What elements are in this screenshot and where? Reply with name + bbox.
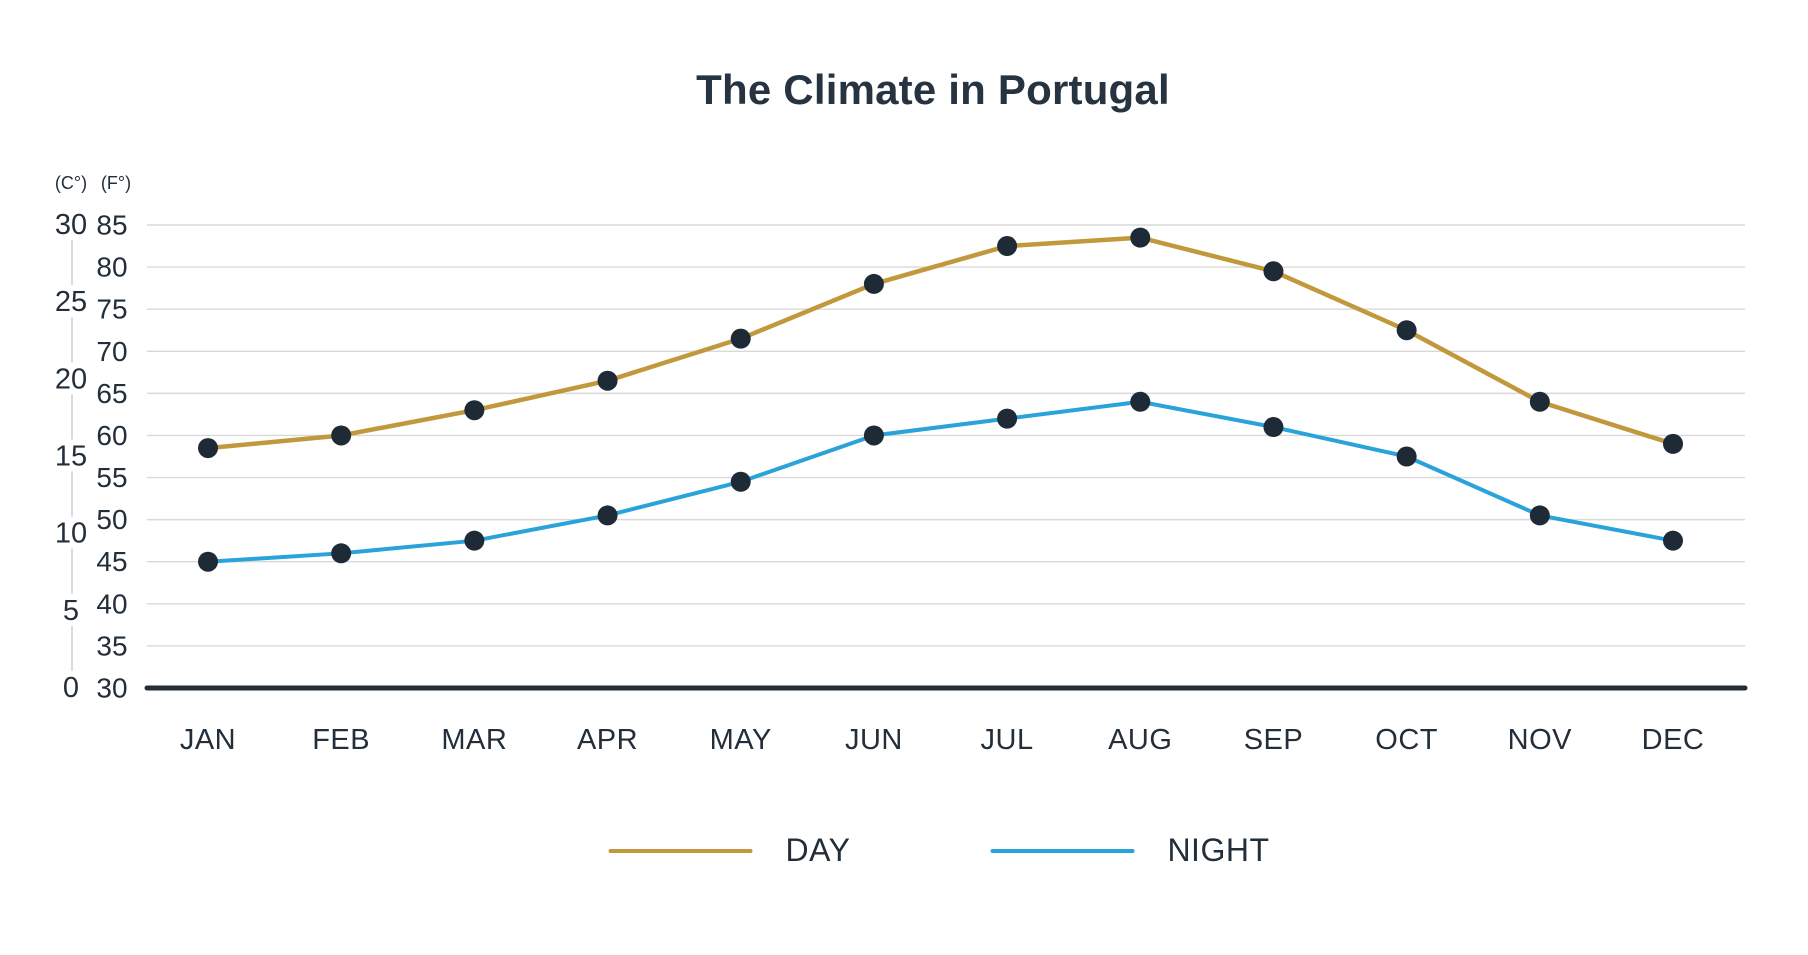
chart-title: The Climate in Portugal: [696, 66, 1170, 113]
night-point-mar: [464, 530, 485, 551]
x-tick-jun: JUN: [845, 724, 903, 756]
legend-item-night: NIGHT: [990, 832, 1269, 869]
night-point-oct: [1396, 446, 1417, 467]
x-tick-dec: DEC: [1642, 724, 1705, 756]
x-tick-sep: SEP: [1244, 724, 1304, 756]
c-axis-tick-0: 0: [63, 672, 79, 704]
day-point-sep: [1263, 261, 1284, 282]
f-axis-tick-85: 85: [96, 210, 127, 241]
x-tick-jan: JAN: [180, 724, 236, 756]
f-axis-tick-60: 60: [96, 420, 127, 451]
day-point-jan: [198, 438, 218, 459]
c-axis-tick-30: 30: [55, 209, 87, 241]
night-point-apr: [597, 505, 618, 526]
day-point-dec: [1663, 433, 1683, 454]
night-point-aug: [1130, 391, 1151, 412]
f-axis-tick-45: 45: [96, 546, 127, 577]
x-tick-mar: MAR: [441, 724, 507, 756]
day-line: [205, 235, 1676, 451]
night-point-may: [730, 471, 751, 492]
celsius-axis-unit-label: (C°): [55, 173, 87, 193]
night-legend-label: NIGHT: [1167, 832, 1270, 868]
c-axis-tick-10: 10: [55, 518, 87, 550]
f-axis-tick-80: 80: [96, 252, 127, 283]
day-legend-label: DAY: [785, 832, 851, 868]
f-axis-tick-50: 50: [96, 504, 127, 535]
f-axis-tick-55: 55: [96, 462, 127, 493]
fahrenheit-axis-unit-label: (F°): [101, 173, 131, 193]
day-point-mar: [464, 400, 485, 421]
f-axis-tick-70: 70: [96, 336, 127, 367]
day-point-aug: [1130, 227, 1151, 248]
f-axis-tick-75: 75: [96, 294, 127, 325]
f-axis-tick-35: 35: [96, 630, 127, 661]
night-legend-line-swatch: [990, 848, 1135, 853]
x-tick-jul: JUL: [981, 724, 1034, 756]
day-legend-line-swatch: [608, 848, 753, 853]
x-tick-nov: NOV: [1508, 724, 1573, 756]
day-point-apr: [597, 370, 618, 391]
night-point-jan: [198, 551, 218, 572]
chart-legend: DAY NIGHT: [608, 832, 1270, 869]
day-point-feb: [331, 425, 352, 446]
night-point-dec: [1663, 530, 1683, 551]
c-axis-tick-5: 5: [63, 595, 79, 627]
day-point-jun: [863, 273, 884, 294]
f-axis-tick-40: 40: [96, 588, 127, 619]
day-point-may: [730, 328, 751, 349]
c-axis-tick-20: 20: [55, 363, 87, 395]
day-point-jul: [997, 236, 1018, 257]
night-point-jul: [997, 408, 1018, 429]
x-tick-aug: AUG: [1108, 724, 1172, 756]
night-point-jun: [863, 425, 884, 446]
night-point-nov: [1529, 505, 1550, 526]
legend-item-day: DAY: [608, 832, 851, 869]
night-point-feb: [331, 543, 352, 564]
f-axis-tick-30: 30: [96, 673, 127, 704]
x-tick-oct: OCT: [1375, 724, 1438, 756]
c-axis-tick-25: 25: [55, 286, 87, 318]
x-tick-apr: APR: [577, 724, 638, 756]
day-point-oct: [1396, 320, 1417, 341]
night-line: [206, 399, 1675, 564]
x-tick-may: MAY: [710, 724, 772, 756]
day-point-nov: [1529, 391, 1550, 412]
c-axis-tick-15: 15: [55, 441, 87, 473]
x-tick-feb: FEB: [312, 724, 370, 756]
f-axis-tick-65: 65: [96, 378, 127, 409]
night-point-sep: [1263, 417, 1284, 438]
